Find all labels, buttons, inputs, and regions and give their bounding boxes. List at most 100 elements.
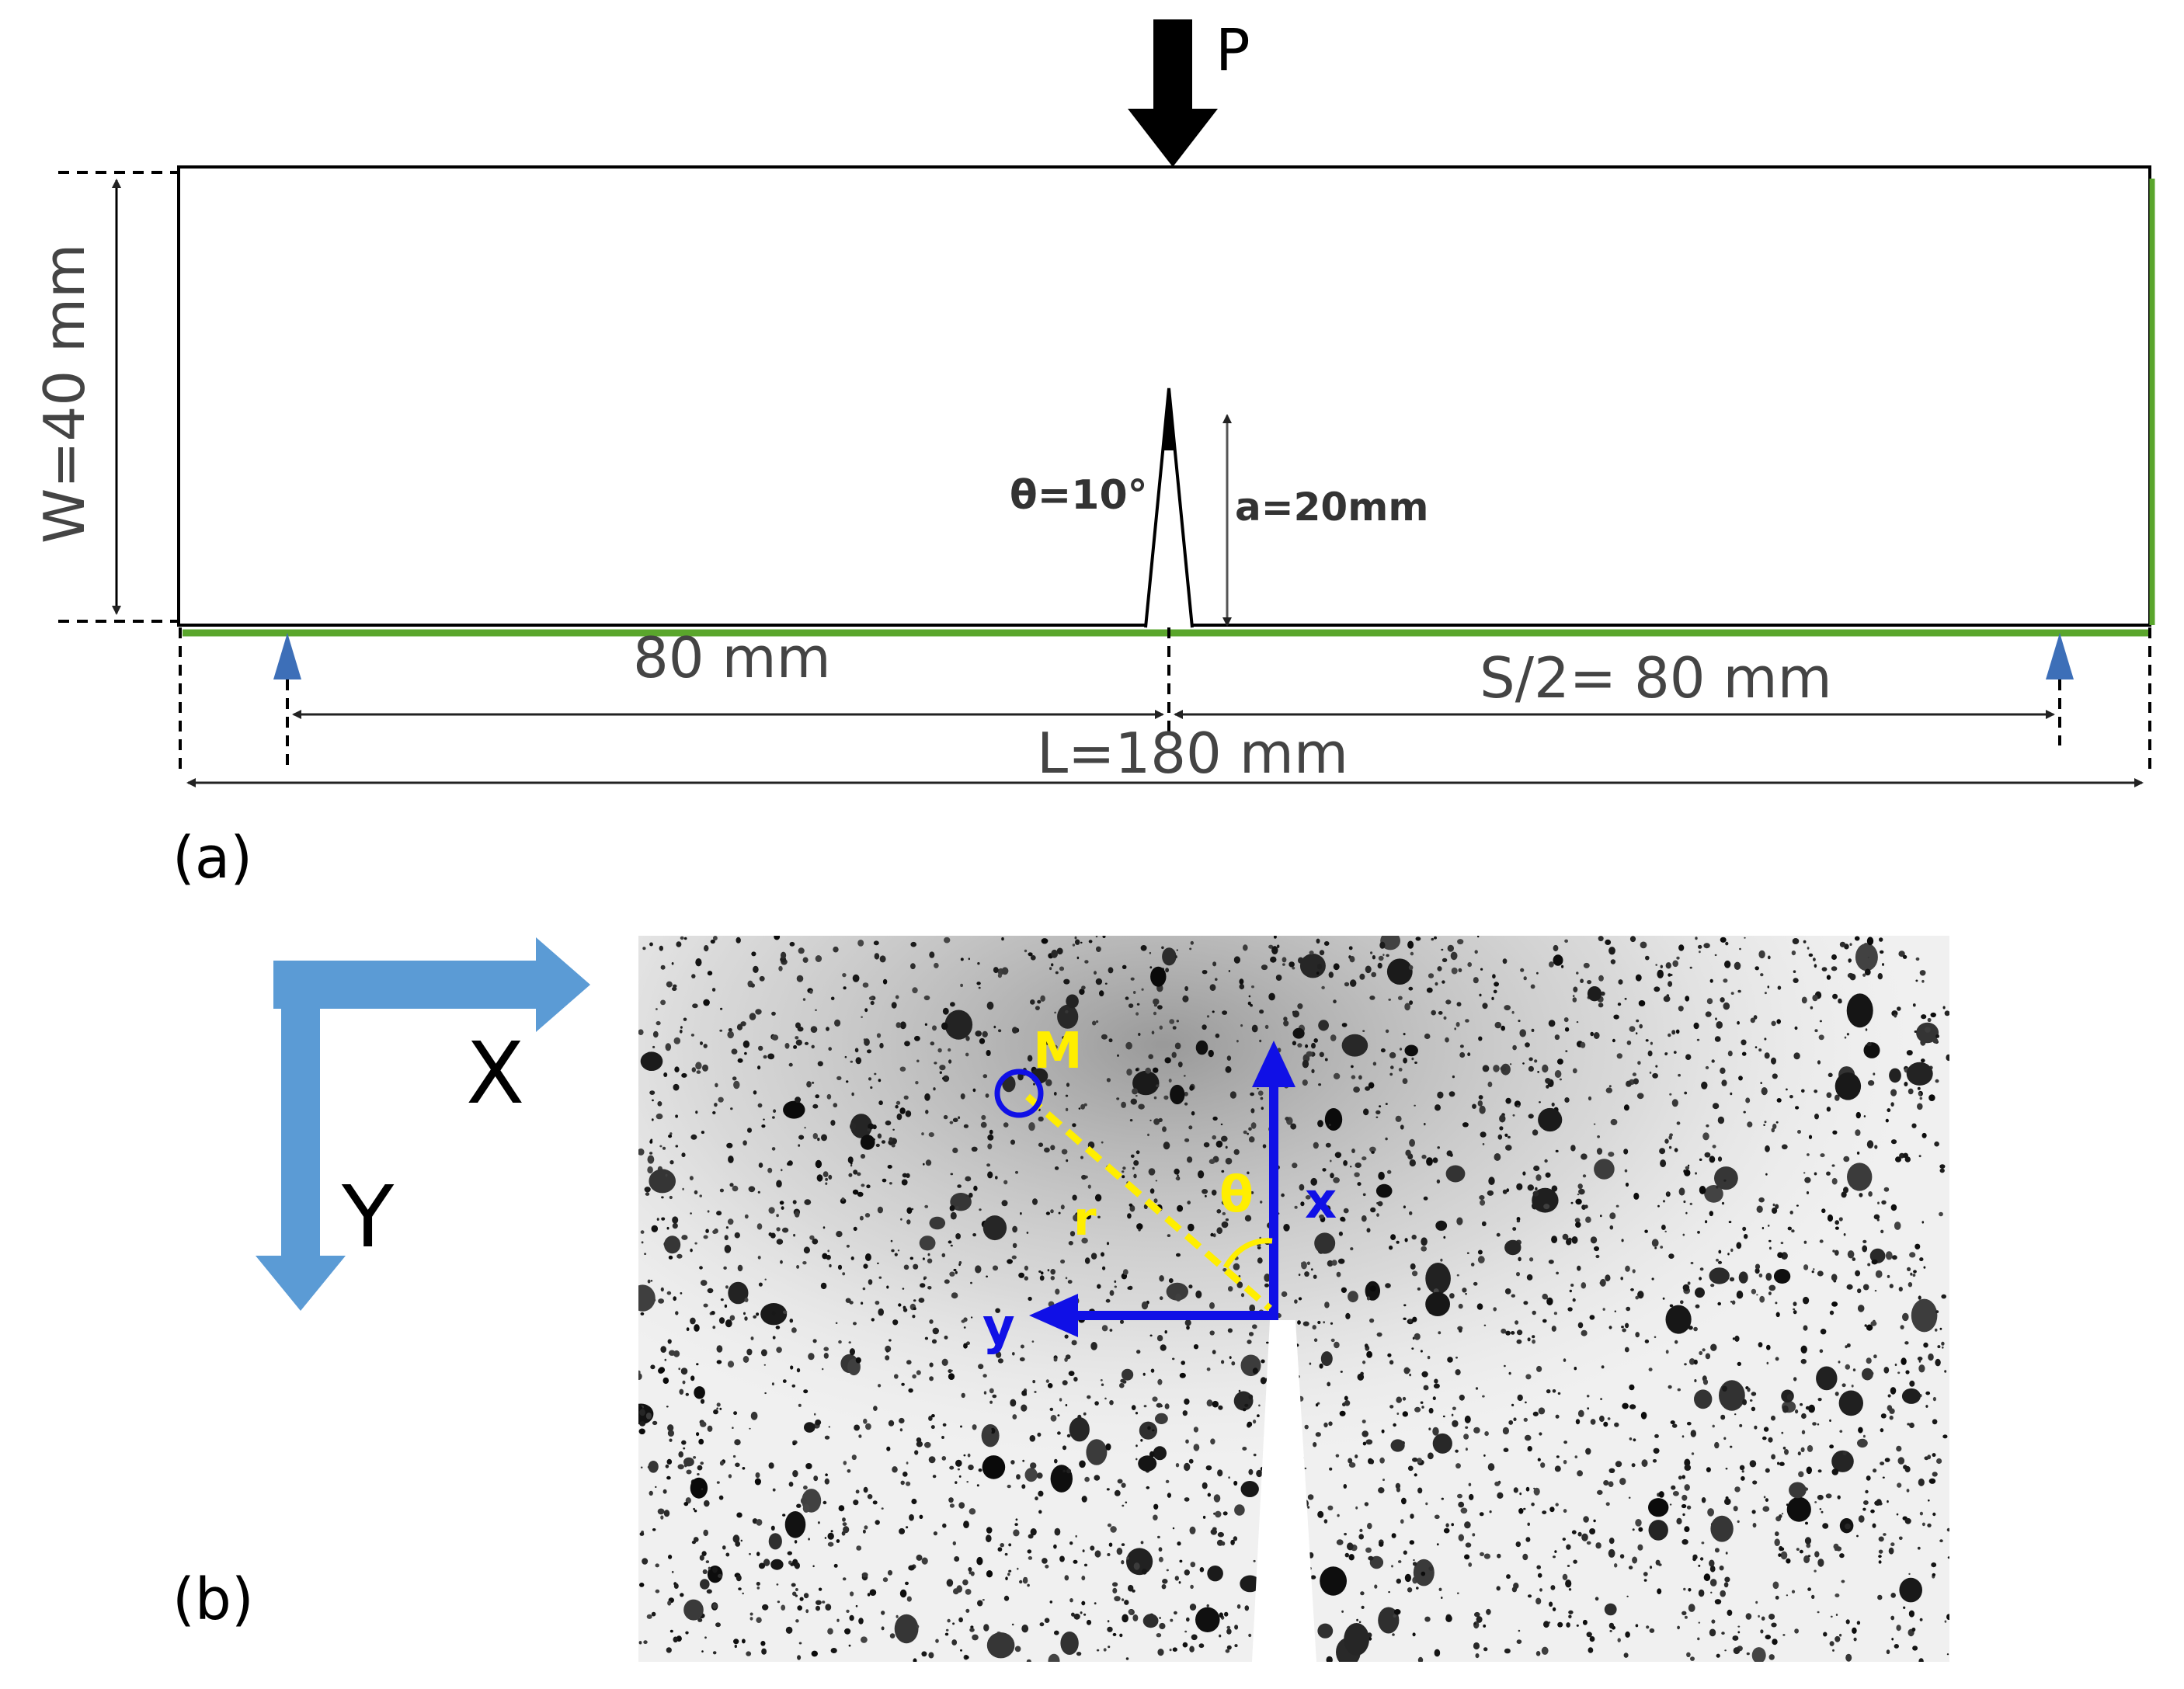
speckle-dot	[1333, 963, 1340, 971]
speckle-dot	[664, 1235, 681, 1254]
speckle-dot	[774, 936, 781, 940]
speckle-dot	[694, 1242, 697, 1245]
speckle-dot	[1054, 1166, 1059, 1170]
speckle-dot	[1819, 1239, 1824, 1243]
speckle-dot	[912, 1374, 916, 1379]
speckle-dot	[1669, 1503, 1672, 1506]
speckle-dot	[1863, 1115, 1866, 1117]
speckle-dot	[827, 1249, 829, 1253]
speckle-dot	[669, 1132, 673, 1135]
speckle-dot	[1205, 1465, 1212, 1471]
speckle-dot	[1199, 1567, 1205, 1573]
speckle-dot	[1425, 1502, 1428, 1506]
speckle-dot	[1755, 1263, 1761, 1270]
speckle-dot	[987, 1134, 994, 1141]
speckle-dot	[792, 1591, 797, 1597]
speckle-dot	[1062, 1036, 1066, 1040]
speckle-dot	[1390, 1439, 1405, 1452]
speckle-dot	[1334, 1152, 1342, 1159]
speckle-dot	[1628, 1566, 1633, 1570]
speckle-dot	[929, 1216, 946, 1230]
speckle-dot	[1007, 1573, 1010, 1576]
speckle-dot	[833, 1563, 838, 1568]
speckle-dot	[1737, 1361, 1741, 1366]
speckle-dot	[1767, 985, 1770, 989]
speckle-dot	[1037, 1432, 1042, 1437]
speckle-dot	[669, 1629, 673, 1633]
speckle-dot	[1878, 1536, 1884, 1542]
speckle-dot	[1021, 1390, 1027, 1396]
speckle-dot	[1209, 1159, 1215, 1164]
speckle-dot	[1116, 1097, 1120, 1100]
speckle-dot	[1817, 1611, 1820, 1614]
speckle-dot	[1895, 1156, 1901, 1162]
speckle-dot	[716, 1345, 723, 1353]
speckle-dot	[1452, 1075, 1455, 1079]
speckle-dot	[1007, 1259, 1013, 1264]
length-label: L=180 mm	[1037, 721, 1348, 786]
speckle-dot	[1775, 1302, 1778, 1305]
point-m-label: M	[1033, 1023, 1083, 1080]
speckle-dot	[728, 1281, 749, 1305]
speckle-dot	[822, 1171, 829, 1177]
speckle-dot	[1781, 1144, 1788, 1150]
speckle-dot	[1159, 1275, 1164, 1282]
speckle-dot	[1598, 1003, 1604, 1008]
speckle-dot	[928, 1456, 936, 1464]
speckle-dot	[727, 1030, 734, 1039]
speckle-dot	[1526, 1274, 1533, 1281]
speckle-dot	[1942, 1346, 1944, 1349]
speckle-dot	[1709, 1579, 1717, 1586]
speckle-dot	[1348, 946, 1353, 950]
speckle-dot	[1467, 1052, 1471, 1057]
speckle-dot	[712, 1603, 718, 1610]
speckle-dot	[1672, 1491, 1679, 1496]
speckle-dot	[1655, 1559, 1661, 1566]
speckle-dot	[1855, 943, 1878, 971]
speckle-dot	[1701, 1081, 1708, 1090]
speckle-dot	[1690, 1656, 1695, 1661]
speckle-dot	[1478, 1095, 1483, 1100]
speckle-dot	[1436, 1179, 1441, 1184]
speckle-dot	[1040, 1271, 1044, 1275]
speckle-dot	[1215, 1510, 1222, 1518]
speckle-dot	[1243, 1130, 1247, 1135]
speckle-dot	[1369, 1459, 1375, 1465]
speckle-dot	[941, 1436, 944, 1439]
speckle-dot	[1533, 1487, 1540, 1496]
speckle-dot	[681, 1235, 688, 1240]
speckle-dot	[1298, 1297, 1302, 1301]
speckle-dot	[1523, 1301, 1528, 1305]
speckle-dot	[902, 1288, 905, 1290]
speckle-dot	[1036, 1472, 1043, 1479]
speckle-dot	[735, 1541, 741, 1547]
speckle-dot	[1147, 1426, 1151, 1430]
speckle-dot	[1548, 1020, 1556, 1027]
speckle-dot	[1734, 1486, 1741, 1493]
speckle-dot	[1149, 966, 1153, 969]
speckle-dot	[1161, 946, 1164, 950]
speckle-dot	[1455, 1369, 1461, 1376]
speckle-dot	[1801, 1413, 1807, 1420]
speckle-dot	[1890, 1139, 1897, 1145]
speckle-dot	[1782, 1446, 1786, 1450]
speckle-dot	[691, 1540, 697, 1545]
speckle-dot	[1087, 1395, 1091, 1399]
speckle-dot	[1569, 1289, 1573, 1293]
speckle-dot	[1170, 1084, 1185, 1105]
speckle-dot	[1697, 1231, 1700, 1234]
speckle-dot	[1637, 1061, 1641, 1065]
speckle-dot	[1681, 1503, 1687, 1509]
speckle-dot	[1583, 962, 1590, 968]
speckle-dot	[1411, 1347, 1414, 1350]
speckle-dot	[924, 1336, 928, 1340]
speckle-dot	[986, 1001, 994, 1010]
speckle-dot	[924, 1441, 931, 1448]
local-y-axis-arrowhead-icon	[1029, 1294, 1078, 1337]
speckle-dot	[1626, 1595, 1629, 1597]
speckle-dot	[1544, 1159, 1548, 1163]
speckle-dot	[1912, 1646, 1918, 1651]
speckle-dot	[1090, 1253, 1097, 1260]
speckle-dot	[1351, 1075, 1356, 1079]
speckle-dot	[901, 1179, 908, 1186]
